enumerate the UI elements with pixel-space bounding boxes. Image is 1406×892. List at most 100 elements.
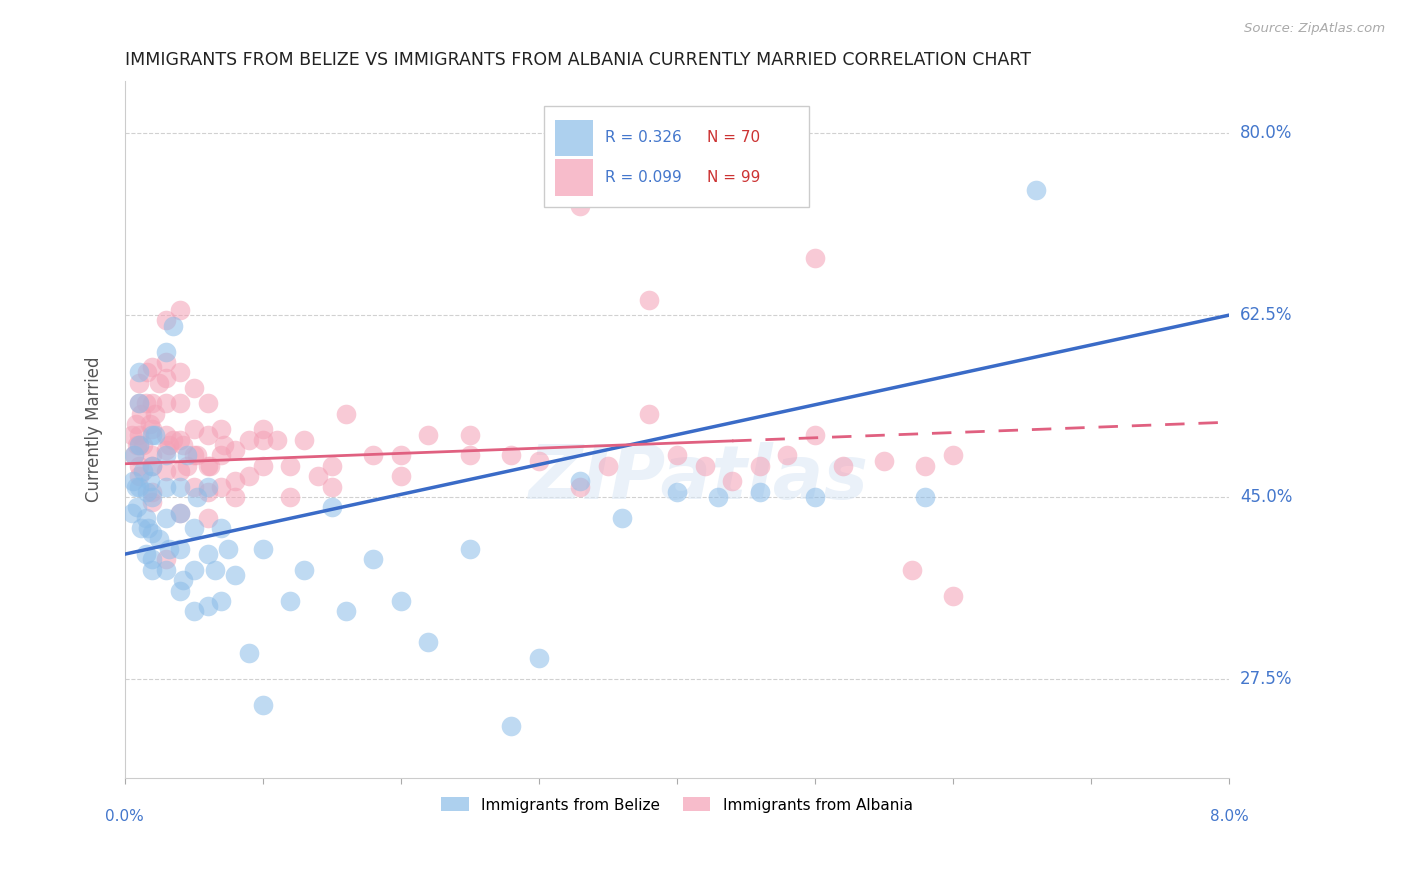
Point: [197, 427, 219, 442]
Point: [707, 490, 730, 504]
Point: [148, 532, 170, 546]
Text: 45.0%: 45.0%: [1240, 488, 1292, 506]
Point: [155, 313, 177, 327]
Point: [131, 407, 153, 421]
Point: [128, 458, 150, 473]
Text: R = 0.326: R = 0.326: [605, 130, 682, 145]
Text: 62.5%: 62.5%: [1240, 306, 1292, 324]
Point: [197, 480, 219, 494]
Point: [135, 365, 157, 379]
Point: [176, 449, 198, 463]
Point: [138, 475, 160, 489]
Point: [900, 563, 922, 577]
Point: [155, 449, 177, 463]
Point: [224, 568, 246, 582]
Point: [389, 449, 412, 463]
Point: [186, 449, 208, 463]
Point: [155, 370, 177, 384]
Point: [569, 199, 592, 213]
Legend: Immigrants from Belize, Immigrants from Albania: Immigrants from Belize, Immigrants from …: [434, 791, 918, 819]
Point: [176, 458, 198, 473]
Point: [141, 563, 163, 577]
Point: [942, 589, 965, 603]
Point: [157, 541, 180, 556]
Point: [186, 490, 208, 504]
Point: [200, 458, 222, 473]
Text: N = 70: N = 70: [707, 130, 759, 145]
Point: [128, 438, 150, 452]
Point: [169, 464, 191, 478]
Point: [942, 449, 965, 463]
Point: [169, 541, 191, 556]
Point: [831, 458, 853, 473]
Point: [143, 427, 166, 442]
Point: [569, 475, 592, 489]
Point: [252, 422, 274, 436]
Point: [1025, 184, 1047, 198]
Point: [141, 360, 163, 375]
Point: [183, 449, 205, 463]
Point: [131, 521, 153, 535]
Point: [280, 594, 302, 608]
Point: [155, 464, 177, 478]
Point: [252, 698, 274, 712]
Point: [252, 458, 274, 473]
Point: [141, 490, 163, 504]
Point: [914, 490, 936, 504]
Point: [252, 541, 274, 556]
Point: [776, 449, 799, 463]
Point: [212, 438, 235, 452]
Point: [136, 521, 159, 535]
Point: [321, 500, 343, 515]
Point: [458, 541, 481, 556]
Point: [128, 396, 150, 410]
Point: [169, 302, 191, 317]
Point: [721, 475, 744, 489]
Point: [141, 396, 163, 410]
Point: [155, 396, 177, 410]
Point: [162, 433, 184, 447]
Point: [209, 521, 232, 535]
Point: [292, 563, 315, 577]
Point: [204, 563, 226, 577]
Point: [596, 458, 619, 473]
Point: [141, 422, 163, 436]
Point: [197, 458, 219, 473]
Point: [501, 718, 523, 732]
Point: [321, 480, 343, 494]
Point: [873, 453, 896, 467]
Point: [389, 469, 412, 483]
Point: [693, 458, 716, 473]
Point: [141, 484, 163, 499]
Point: [155, 344, 177, 359]
Point: [132, 464, 155, 478]
Text: 0.0%: 0.0%: [105, 809, 145, 824]
Point: [638, 293, 661, 307]
Point: [128, 438, 150, 452]
FancyBboxPatch shape: [544, 106, 810, 207]
Point: [252, 433, 274, 447]
Point: [157, 438, 180, 452]
Point: [238, 646, 260, 660]
Text: R = 0.099: R = 0.099: [605, 169, 682, 185]
Y-axis label: Currently Married: Currently Married: [86, 357, 103, 502]
Point: [209, 449, 232, 463]
Point: [197, 396, 219, 410]
Point: [148, 376, 170, 390]
Point: [128, 427, 150, 442]
Point: [172, 438, 194, 452]
Point: [141, 552, 163, 566]
Point: [169, 365, 191, 379]
Point: [335, 407, 357, 421]
Point: [124, 449, 146, 463]
Point: [238, 469, 260, 483]
Point: [155, 510, 177, 524]
Point: [292, 433, 315, 447]
Point: [389, 594, 412, 608]
Point: [155, 563, 177, 577]
Point: [121, 427, 143, 442]
Point: [169, 396, 191, 410]
Text: 80.0%: 80.0%: [1240, 124, 1292, 143]
Point: [527, 651, 550, 665]
Point: [266, 433, 288, 447]
